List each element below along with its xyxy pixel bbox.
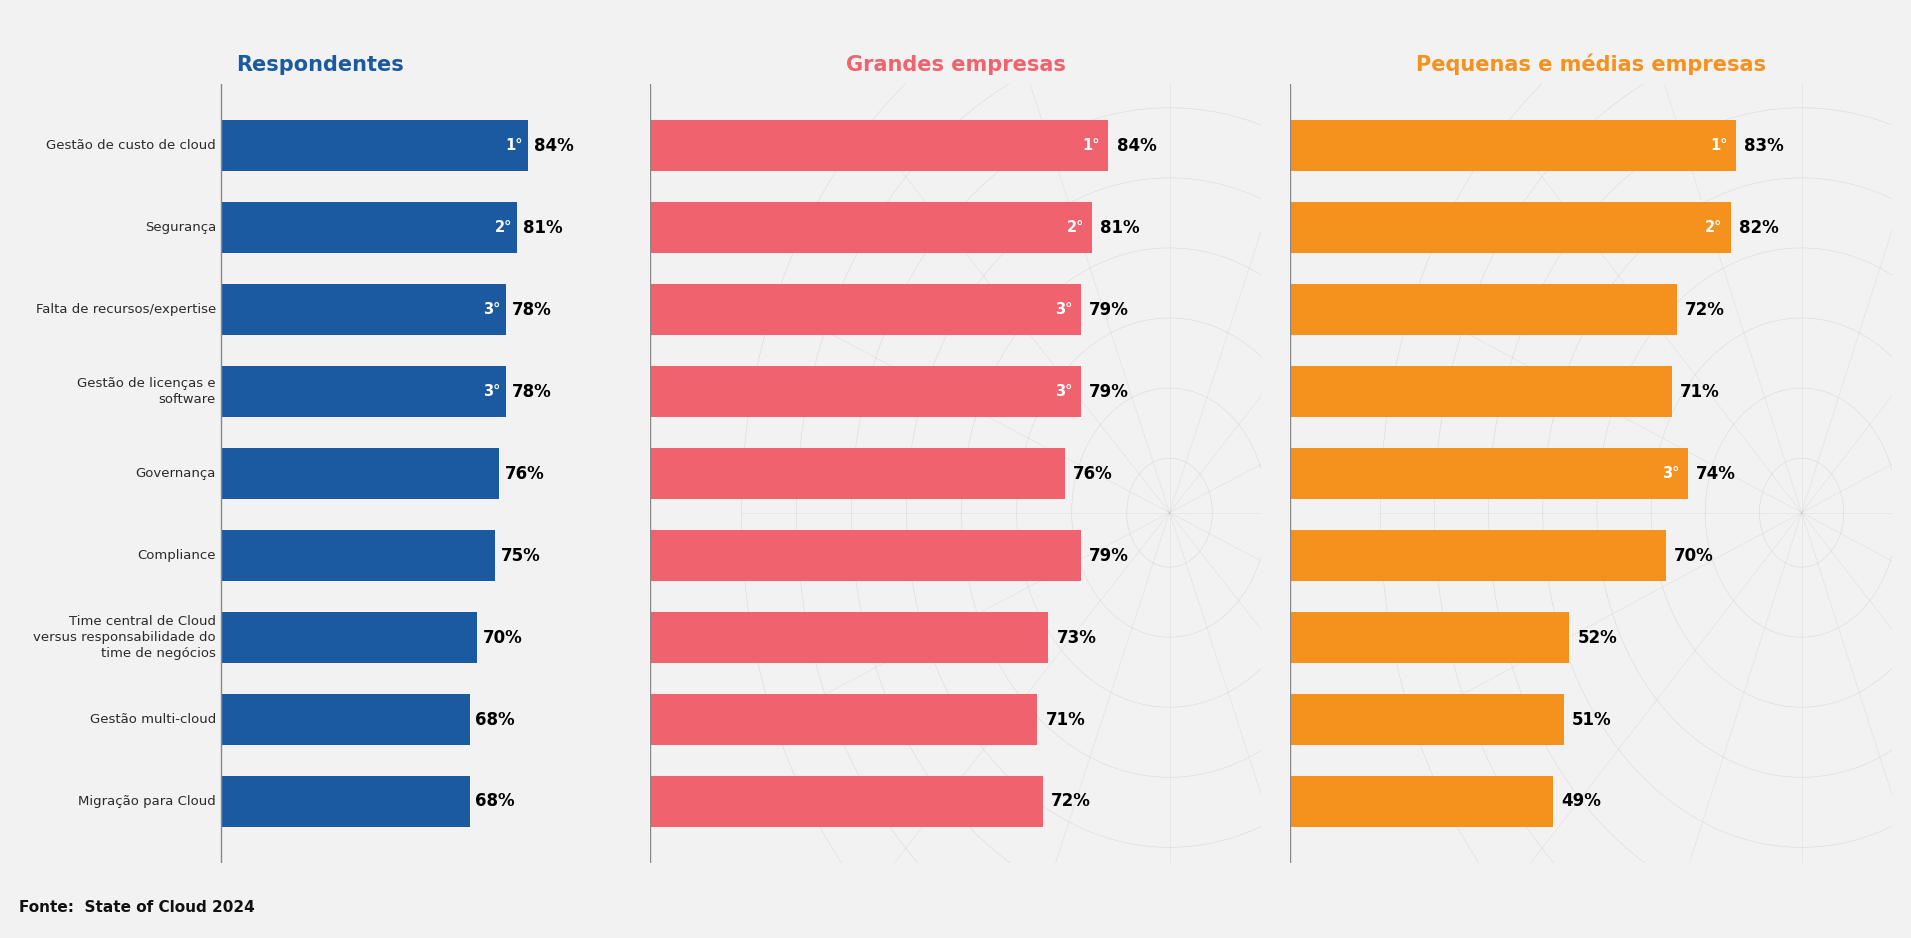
Bar	[650, 613, 1049, 663]
Text: 51%: 51%	[1573, 711, 1611, 729]
Text: 68%: 68%	[476, 793, 514, 810]
Text: 79%: 79%	[1089, 301, 1129, 319]
Bar	[650, 203, 1091, 253]
Bar	[650, 776, 1043, 827]
Bar	[222, 284, 506, 335]
Text: 3°: 3°	[1663, 466, 1680, 481]
Text: 72%: 72%	[1686, 301, 1726, 319]
Text: Governança: Governança	[136, 467, 216, 480]
Bar	[222, 203, 518, 253]
Text: 76%: 76%	[1072, 464, 1112, 483]
Text: 79%: 79%	[1089, 383, 1129, 401]
Text: Gestão de custo de cloud: Gestão de custo de cloud	[46, 140, 216, 152]
Text: 3°: 3°	[483, 385, 501, 400]
Text: 49%: 49%	[1561, 793, 1601, 810]
Text: 72%: 72%	[1051, 793, 1091, 810]
Text: 2°: 2°	[495, 220, 512, 235]
Text: 3°: 3°	[1055, 385, 1072, 400]
Text: 1°: 1°	[1084, 139, 1101, 154]
Text: 81%: 81%	[524, 219, 562, 236]
Bar	[222, 367, 506, 417]
Text: 1°: 1°	[505, 139, 524, 154]
Bar	[222, 120, 527, 172]
Bar	[1290, 284, 1678, 335]
Text: 84%: 84%	[533, 137, 573, 155]
Text: 71%: 71%	[1045, 711, 1085, 729]
Bar	[222, 530, 495, 581]
Text: 82%: 82%	[1739, 219, 1779, 236]
Bar	[650, 284, 1082, 335]
Bar	[1290, 448, 1687, 499]
Bar	[650, 120, 1108, 172]
Bar	[1290, 613, 1569, 663]
Text: 3°: 3°	[1055, 302, 1072, 317]
Bar	[1290, 203, 1731, 253]
Text: 74%: 74%	[1695, 464, 1735, 483]
Text: 81%: 81%	[1101, 219, 1139, 236]
Bar	[222, 448, 499, 499]
Text: Time central de Cloud
versus responsabilidade do
time de negócios: Time central de Cloud versus responsabil…	[32, 615, 216, 660]
Text: 73%: 73%	[1057, 628, 1097, 646]
Bar	[222, 694, 470, 745]
Bar	[650, 530, 1082, 581]
Bar	[650, 448, 1064, 499]
Text: 70%: 70%	[483, 628, 522, 646]
Bar	[1290, 776, 1554, 827]
Bar	[222, 613, 478, 663]
Text: 2°: 2°	[1705, 220, 1722, 235]
Bar	[1290, 120, 1735, 172]
Text: 79%: 79%	[1089, 547, 1129, 565]
Text: 83%: 83%	[1745, 137, 1783, 155]
Text: 3°: 3°	[483, 302, 501, 317]
Title: Respondentes: Respondentes	[237, 54, 403, 74]
Bar	[1290, 530, 1666, 581]
Text: Gestão de licenças e
software: Gestão de licenças e software	[76, 377, 216, 406]
Text: 84%: 84%	[1116, 137, 1156, 155]
Text: 76%: 76%	[505, 464, 545, 483]
Title: Pequenas e médias empresas: Pequenas e médias empresas	[1416, 53, 1766, 74]
Text: Fonte:  State of Cloud 2024: Fonte: State of Cloud 2024	[19, 900, 254, 915]
Bar	[650, 367, 1082, 417]
Text: Gestão multi-cloud: Gestão multi-cloud	[90, 713, 216, 726]
Text: 78%: 78%	[512, 383, 552, 401]
Bar	[222, 776, 470, 827]
Text: 1°: 1°	[1710, 139, 1728, 154]
Title: Grandes empresas: Grandes empresas	[845, 54, 1066, 74]
Bar	[1290, 694, 1563, 745]
Text: 2°: 2°	[1066, 220, 1084, 235]
Text: 71%: 71%	[1680, 383, 1720, 401]
Bar	[1290, 367, 1672, 417]
Text: 68%: 68%	[476, 711, 514, 729]
Text: Segurança: Segurança	[145, 221, 216, 234]
Text: 52%: 52%	[1577, 628, 1617, 646]
Text: 70%: 70%	[1674, 547, 1714, 565]
Text: 75%: 75%	[501, 547, 541, 565]
Text: Migração para Cloud: Migração para Cloud	[78, 795, 216, 808]
Bar	[650, 694, 1038, 745]
Text: 78%: 78%	[512, 301, 552, 319]
Text: Falta de recursos/expertise: Falta de recursos/expertise	[36, 303, 216, 316]
Text: Compliance: Compliance	[138, 549, 216, 562]
